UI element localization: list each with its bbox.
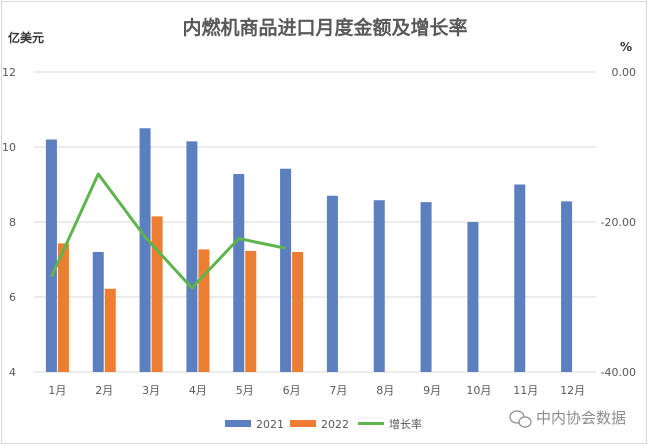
legend-swatch: [290, 420, 316, 427]
x-tick-label: 11月: [513, 384, 538, 397]
bar-2021: [139, 128, 151, 372]
left-axis-unit: 亿美元: [8, 30, 44, 45]
x-tick-label: 3月: [142, 384, 160, 397]
right-tick-label: 0.00: [612, 66, 637, 79]
bars: [45, 128, 573, 372]
watermark: 中内协会数据: [509, 409, 626, 428]
bar-2021: [514, 184, 526, 372]
bar-2022: [245, 250, 257, 372]
bar-2021: [233, 174, 245, 372]
bar-2021: [280, 168, 292, 372]
gridlines: [34, 71, 596, 373]
watermark-text: 中内协会数据: [536, 409, 626, 427]
x-tick-label: 4月: [189, 384, 207, 397]
x-tick-label: 8月: [376, 384, 394, 397]
left-tick-label: 8: [9, 216, 16, 229]
x-tick-label: 6月: [283, 384, 301, 397]
left-axis-ticks: 4 6 8 10 12: [2, 66, 16, 379]
right-axis-unit: %: [620, 40, 632, 54]
bar-2021: [467, 222, 479, 372]
chart-title: 内燃机商品进口月度金额及增长率: [182, 16, 467, 39]
legend-label: 2022: [321, 418, 349, 431]
x-tick-label: 5月: [236, 384, 254, 397]
left-tick-label: 10: [2, 141, 16, 154]
x-tick-label: 10月: [466, 384, 491, 397]
bar-2021: [561, 201, 573, 372]
bar-2021: [420, 202, 432, 372]
x-tick-label: 7月: [329, 384, 347, 397]
bar-2022: [198, 249, 210, 372]
x-axis-ticks: 1月 2月 3月 4月 5月 6月 7月 8月 9月 10月 11月 12月: [48, 384, 585, 397]
x-tick-label: 2月: [95, 384, 113, 397]
legend: 2021 2022 增长率: [225, 417, 422, 431]
wechat-icon: [509, 410, 532, 428]
bar-2022: [57, 243, 69, 372]
bar-2022: [292, 252, 304, 372]
left-tick-label: 12: [2, 66, 16, 79]
bar-2022: [104, 288, 116, 372]
left-tick-label: 6: [9, 291, 16, 304]
legend-label: 2021: [256, 418, 284, 431]
right-tick-label: -20.00: [601, 216, 636, 229]
left-tick-label: 4: [9, 366, 16, 379]
right-axis-ticks: 0.00 -20.00 -40.00: [601, 66, 636, 379]
x-tick-label: 1月: [48, 384, 66, 397]
growth-line: [50, 172, 286, 290]
bar-2021: [373, 200, 385, 372]
line-series: [50, 172, 286, 290]
bar-2022: [151, 216, 163, 372]
bar-2021: [45, 139, 57, 372]
legend-label: 增长率: [389, 417, 422, 431]
right-tick-label: -40.00: [601, 366, 636, 379]
legend-swatch: [225, 420, 251, 427]
x-tick-label: 9月: [423, 384, 441, 397]
bar-2021: [326, 195, 338, 372]
bar-2021: [186, 141, 198, 372]
x-tick-label: 12月: [560, 384, 585, 397]
bar-2021: [92, 252, 104, 372]
